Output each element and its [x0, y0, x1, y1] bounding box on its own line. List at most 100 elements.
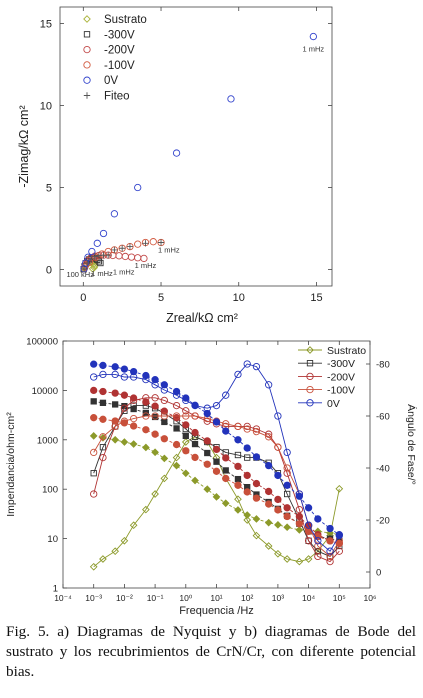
bode-phase-point — [243, 516, 252, 524]
bode-impedance-point — [111, 417, 119, 425]
bode-legend-label: -200V — [327, 371, 355, 383]
bode-phase-line — [93, 415, 340, 558]
nyquist-point — [97, 259, 104, 267]
bode-impedance-point — [120, 438, 129, 446]
bode-phase-point — [129, 396, 138, 405]
nyquist-legend: Sustrato -300V -200V -100V 0V Fiteo — [83, 14, 147, 103]
bode-phase-point — [244, 454, 251, 461]
bode-legend-marker — [306, 360, 314, 367]
bode-impedance-point — [172, 387, 181, 396]
nyquist-point — [104, 251, 112, 259]
bode-impedance-point — [112, 401, 119, 408]
bode-phase-point — [234, 451, 242, 459]
bode-phase-point — [142, 375, 150, 384]
nyquist-annotation: 100 kHz — [66, 270, 94, 279]
bode-phase-point — [172, 401, 181, 410]
bode-impedance-point — [222, 454, 230, 462]
bode-impedance-point — [283, 523, 291, 532]
bode-phase-point — [191, 432, 199, 441]
bode-impedance-point — [203, 437, 211, 445]
nyquist-point — [127, 253, 136, 261]
bode-impedance-point — [252, 494, 261, 502]
nyquist-annotation: 1 mHz — [303, 44, 325, 53]
nyquist-point — [134, 240, 142, 248]
bode-phase-point — [314, 537, 322, 545]
bode-impedance-point — [99, 415, 107, 423]
bode-phase-point — [160, 386, 168, 394]
bode-x-tick-label: 10⁵ — [333, 593, 346, 603]
bode-phase-point — [151, 490, 159, 498]
nyquist-point — [86, 256, 93, 263]
bode-impedance-point — [181, 469, 190, 478]
bode-phase-point — [99, 453, 107, 462]
bode-series-Sustrato — [89, 432, 344, 571]
bode-phase-point — [129, 373, 138, 381]
bode-impedance-point — [274, 471, 282, 480]
bode-impedance-point — [283, 481, 291, 489]
bode-phase-point — [265, 433, 273, 441]
bode-impedance-point — [161, 418, 168, 426]
nyquist-panel: 0 5 10 15 0 5 10 15 Zreal/kΩ cm² -Zimag/kΩ cm² 1 m… — [17, 6, 333, 325]
bode-phase-point — [274, 549, 282, 558]
bode-impedance-point — [151, 448, 159, 457]
bode-legend-marker — [306, 372, 314, 381]
nyquist-y-tick-label: 0 — [46, 265, 52, 277]
bode-impedance-point — [142, 443, 150, 452]
bode-y-right-tick-label: -60 — [376, 412, 390, 423]
bode-phase-point — [252, 531, 261, 540]
bode-phase-point — [314, 547, 322, 556]
bode-phase-point — [314, 552, 322, 561]
nyquist-plot-frame — [59, 6, 333, 287]
bode-legend-marker — [306, 399, 314, 407]
bode-impedance-point — [283, 504, 291, 512]
bode-phase-line — [93, 363, 340, 552]
caption-line-3: diferente potencial bias. — [6, 643, 416, 680]
bode-phase-point — [120, 404, 129, 412]
bode-phase-point — [304, 555, 313, 563]
bode-impedance-point — [243, 444, 251, 452]
bode-phase-point — [120, 373, 129, 381]
nyquist-point — [118, 245, 126, 252]
bode-y-right-tick-label: -40 — [376, 464, 390, 475]
caption-line-1: a) Diagramas de Nyquist y b) diagramas d… — [49, 623, 350, 640]
bode-x-tick-label: 10⁻² — [116, 593, 133, 603]
bode-impedance-point — [314, 515, 322, 523]
bode-phase-point — [90, 373, 98, 381]
nyquist-legend-marker — [83, 31, 91, 38]
bode-phase-point — [326, 557, 334, 566]
bode-impedance-point — [243, 511, 252, 519]
nyquist-point — [134, 183, 142, 192]
bode-phase-point — [295, 557, 304, 566]
bode-phase-point — [335, 484, 344, 493]
nyquist-point — [110, 210, 119, 218]
bode-legend-label: -100V — [327, 385, 355, 397]
bode-phase-point — [151, 381, 159, 389]
bode-impedance-point — [274, 506, 282, 514]
bode-x-tick-label: 10³ — [272, 593, 284, 603]
nyquist-legend-marker — [83, 61, 91, 69]
bode-impedance-point — [90, 398, 97, 405]
bode-phase-point — [142, 394, 150, 402]
bode-phase-point — [111, 370, 119, 379]
bode-phase-point — [203, 404, 211, 412]
nyquist-y-axis-label: -Zimag/kΩ cm² — [17, 105, 31, 187]
bode-x-tick-label: 10² — [241, 593, 253, 603]
bode-phase-point — [222, 420, 230, 428]
bode-x-tick-label: 10⁴ — [302, 593, 315, 603]
bode-impedance-point — [295, 520, 304, 528]
nyquist-point — [142, 240, 149, 247]
bode-phase-point — [283, 490, 291, 498]
bode-phase-point — [129, 521, 138, 530]
bode-phase-point — [99, 433, 107, 441]
bode-phase-point — [191, 401, 199, 410]
nyquist-y-tick-label: 10 — [40, 100, 52, 112]
bode-x-tick-label: 10⁻¹ — [147, 593, 164, 603]
bode-impedance-point — [265, 500, 273, 508]
nyquist-point — [309, 32, 317, 41]
bode-impedance-point — [222, 467, 229, 474]
bode-phase-point — [234, 370, 242, 379]
bode-impedance-point — [182, 447, 190, 455]
bode-impedance-point — [191, 428, 199, 437]
